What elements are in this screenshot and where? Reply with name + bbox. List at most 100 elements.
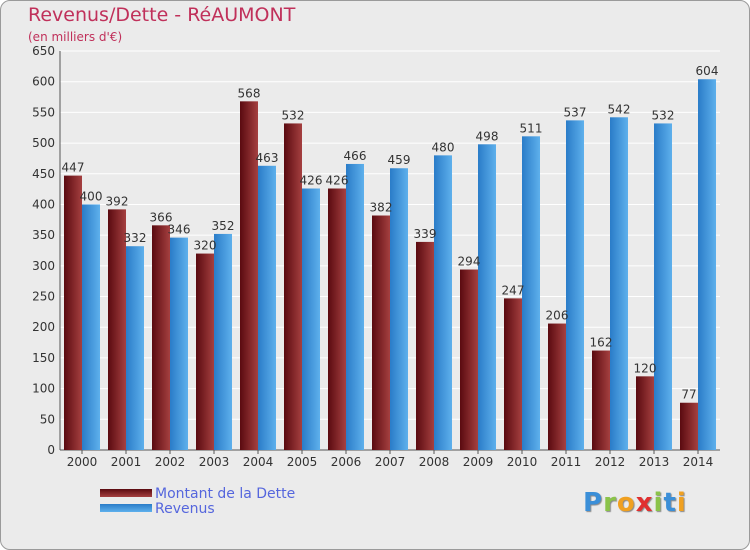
bar-revenus <box>654 123 672 451</box>
bar-dette <box>416 241 434 450</box>
data-label-revenus: 426 <box>300 174 323 188</box>
bar-dette <box>636 376 654 450</box>
data-label-revenus: 498 <box>476 129 499 143</box>
y-tick-label: 400 <box>32 197 55 211</box>
x-tick-label: 2005 <box>287 455 318 469</box>
chart-subtitle: (en milliers d'€) <box>28 30 123 44</box>
bar-dette <box>152 225 170 450</box>
bar-revenus <box>302 188 320 451</box>
chart-title: Revenus/Dette - RéAUMONT <box>28 4 296 26</box>
bar-revenus <box>478 144 496 450</box>
data-label-revenus: 332 <box>124 231 147 245</box>
bar-dette <box>64 175 82 450</box>
data-label-dette: 77 <box>681 388 696 402</box>
data-label-dette: 339 <box>414 227 437 241</box>
data-label-dette: 532 <box>282 108 305 122</box>
x-tick-label: 2011 <box>551 455 582 469</box>
data-label-dette: 247 <box>502 283 525 297</box>
data-label-dette: 366 <box>150 210 173 224</box>
bar-dette <box>328 188 346 451</box>
bar-revenus <box>126 246 144 450</box>
bar-revenus <box>610 117 628 451</box>
data-label-dette: 120 <box>634 361 657 375</box>
proxiti-logo: Proxiti <box>583 488 687 518</box>
bar-revenus <box>522 136 540 450</box>
y-tick-label: 50 <box>40 412 55 426</box>
x-tick-label: 2012 <box>595 455 626 469</box>
y-tick-label: 500 <box>32 136 55 150</box>
bar-revenus <box>390 168 408 450</box>
logo-letter: i <box>676 488 687 518</box>
data-label-revenus: 352 <box>212 219 235 233</box>
x-tick-label: 2001 <box>111 455 142 469</box>
y-tick-label: 250 <box>32 290 55 304</box>
bar-dette <box>284 123 302 451</box>
bar-revenus <box>434 155 452 450</box>
data-label-revenus: 604 <box>696 64 719 78</box>
data-label-revenus: 400 <box>80 189 103 203</box>
bar-revenus <box>566 120 584 450</box>
logo-letter: r <box>603 488 617 518</box>
x-tick-label: 2007 <box>375 455 406 469</box>
x-tick-label: 2010 <box>507 455 538 469</box>
bar-revenus <box>82 204 100 450</box>
x-tick-label: 2006 <box>331 455 362 469</box>
legend-swatch-dette <box>100 489 152 497</box>
logo-letter: o <box>616 488 636 518</box>
y-tick-label: 150 <box>32 351 55 365</box>
bar-dette <box>196 253 214 450</box>
bar-dette <box>548 323 566 450</box>
x-tick-label: 2000 <box>67 455 98 469</box>
y-tick-label: 550 <box>32 105 55 119</box>
data-label-revenus: 480 <box>432 140 455 154</box>
logo-letter: i <box>653 488 664 518</box>
data-label-dette: 294 <box>458 255 481 269</box>
data-label-dette: 320 <box>194 239 217 253</box>
data-label-dette: 392 <box>106 194 129 208</box>
y-tick-label: 300 <box>32 259 55 273</box>
y-tick-label: 350 <box>32 228 55 242</box>
bar-revenus <box>170 237 188 450</box>
x-tick-label: 2008 <box>419 455 450 469</box>
data-label-dette: 162 <box>590 336 613 350</box>
x-tick-label: 2009 <box>463 455 494 469</box>
bar-dette <box>592 350 610 450</box>
data-label-revenus: 537 <box>564 105 587 119</box>
x-tick-label: 2003 <box>199 455 230 469</box>
bar-dette <box>372 215 390 450</box>
data-label-revenus: 459 <box>388 153 411 167</box>
logo-letter: x <box>635 488 654 518</box>
y-tick-label: 100 <box>32 382 55 396</box>
x-tick-label: 2014 <box>683 455 714 469</box>
data-label-revenus: 466 <box>344 149 367 163</box>
y-tick-label: 0 <box>47 443 55 457</box>
data-label-revenus: 463 <box>256 151 279 165</box>
logo-letter: P <box>583 488 604 518</box>
bar-dette <box>460 269 478 450</box>
y-tick-label: 650 <box>32 44 55 58</box>
y-tick-label: 200 <box>32 320 55 334</box>
y-tick-label: 450 <box>32 167 55 181</box>
data-label-dette: 568 <box>238 86 261 100</box>
data-label-dette: 206 <box>546 309 569 323</box>
data-label-dette: 447 <box>62 161 85 175</box>
legend-swatch-revenus <box>100 504 152 512</box>
data-label-revenus: 542 <box>608 102 631 116</box>
data-label-revenus: 532 <box>652 108 675 122</box>
data-label-dette: 426 <box>326 174 349 188</box>
bars <box>64 79 716 451</box>
legend-label-revenus: Revenus <box>155 501 215 517</box>
bar-dette <box>240 101 258 450</box>
x-tick-label: 2013 <box>639 455 670 469</box>
legend-label-dette: Montant de la Dette <box>155 486 296 502</box>
bar-dette <box>108 209 126 450</box>
bar-revenus <box>214 233 232 450</box>
x-tick-label: 2002 <box>155 455 186 469</box>
data-label-dette: 382 <box>370 201 393 215</box>
data-label-revenus: 511 <box>520 121 543 135</box>
x-tick-label: 2004 <box>243 455 274 469</box>
data-label-revenus: 346 <box>168 223 191 237</box>
bar-revenus <box>346 163 364 450</box>
